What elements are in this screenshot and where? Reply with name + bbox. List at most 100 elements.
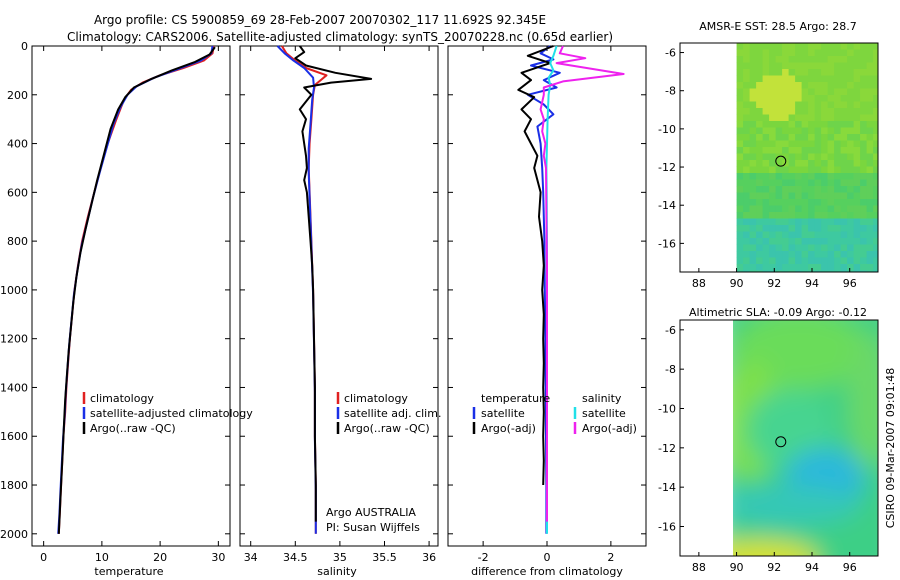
sst-cell bbox=[749, 179, 757, 187]
sst-cell bbox=[782, 270, 789, 272]
sst-cell bbox=[756, 244, 763, 252]
depth-tick-label: 1000 bbox=[0, 284, 28, 297]
sst-cell bbox=[860, 62, 867, 70]
sst-cell bbox=[743, 192, 750, 200]
sst-cell bbox=[814, 257, 822, 265]
sst-cell bbox=[788, 257, 796, 265]
difference-legend: temperature satellite Argo(-adj) salinit… bbox=[472, 392, 637, 435]
sst-cell bbox=[749, 218, 757, 226]
sst-cell bbox=[801, 270, 809, 272]
sst-cell bbox=[808, 251, 815, 258]
sst-cell bbox=[782, 192, 789, 200]
sst-cell bbox=[866, 251, 874, 258]
sst-cell bbox=[736, 257, 744, 265]
sst-cell bbox=[873, 264, 878, 271]
sst-cell bbox=[782, 244, 789, 252]
sst-map-ytick-label: -8 bbox=[665, 85, 676, 98]
sst-cell bbox=[840, 192, 848, 200]
sst-cell bbox=[762, 212, 770, 219]
sst-cell bbox=[840, 147, 848, 154]
sst-cell bbox=[814, 56, 822, 63]
sst-cell bbox=[814, 147, 822, 154]
sst-cell bbox=[788, 62, 796, 70]
sst-cell bbox=[769, 257, 776, 265]
difference-legend-salt-sat: satellite bbox=[582, 407, 626, 420]
sst-cell bbox=[834, 127, 841, 135]
sst-cell bbox=[788, 205, 796, 213]
sst-cell bbox=[769, 49, 776, 57]
sst-cell bbox=[775, 160, 783, 167]
sst-cell bbox=[827, 186, 835, 193]
sst-cell bbox=[775, 212, 783, 219]
sst-map-title: AMSR-E SST: 28.5 Argo: 28.7 bbox=[699, 20, 857, 33]
sst-cell bbox=[821, 257, 828, 265]
sst-cell bbox=[756, 69, 763, 76]
sst-cell bbox=[769, 192, 776, 200]
sst-cell bbox=[853, 101, 861, 109]
sst-cell bbox=[795, 140, 802, 148]
sst-map-xtick-label: 92 bbox=[767, 277, 781, 290]
sst-cell bbox=[749, 69, 757, 76]
sst-cell bbox=[866, 257, 874, 265]
sst-cell bbox=[736, 49, 744, 57]
sla-map-ytick-label: -10 bbox=[658, 403, 676, 416]
sst-cell bbox=[756, 153, 763, 161]
sst-cell bbox=[827, 140, 835, 148]
sst-cell bbox=[821, 69, 828, 76]
sst-cell bbox=[749, 153, 757, 161]
sst-cell bbox=[782, 212, 789, 219]
sst-cell bbox=[853, 140, 861, 148]
sst-cell bbox=[756, 82, 763, 89]
sst-cell bbox=[749, 173, 757, 180]
sst-cell bbox=[834, 199, 841, 206]
sst-cell bbox=[827, 264, 835, 271]
sst-cell bbox=[866, 121, 874, 128]
sla-field-south-low bbox=[733, 485, 860, 525]
sst-cell bbox=[834, 205, 841, 213]
sst-cell bbox=[756, 62, 763, 70]
sst-cell bbox=[847, 147, 854, 154]
temperature-series-satellite-adjusted-climatology bbox=[57, 45, 214, 534]
sst-cell bbox=[834, 101, 841, 109]
sst-cell bbox=[866, 186, 874, 193]
sst-cell bbox=[801, 166, 809, 174]
depth-tick-label: 2000 bbox=[0, 528, 28, 541]
sst-cell bbox=[795, 231, 802, 239]
sst-cell bbox=[873, 88, 878, 96]
sst-cell bbox=[873, 134, 878, 141]
sst-cell bbox=[808, 173, 815, 180]
sst-cell bbox=[808, 257, 815, 265]
salinity-lines bbox=[276, 45, 373, 534]
salinity-series-argo-raw-qc- bbox=[294, 45, 373, 522]
sst-cell bbox=[795, 166, 802, 174]
sst-cell bbox=[795, 49, 802, 57]
sst-cell bbox=[821, 95, 828, 102]
sst-cell bbox=[866, 153, 874, 161]
sst-cell bbox=[860, 147, 867, 154]
sst-cell bbox=[801, 147, 809, 154]
sst-cell bbox=[769, 62, 776, 70]
sst-cell bbox=[840, 108, 848, 115]
sst-cell bbox=[769, 231, 776, 239]
sst-cell bbox=[853, 153, 861, 161]
sst-cell bbox=[756, 251, 763, 258]
sst-cell bbox=[860, 43, 867, 50]
sst-cell bbox=[847, 257, 854, 265]
sst-cell bbox=[788, 251, 796, 258]
sst-cell bbox=[866, 69, 874, 76]
sst-cell bbox=[801, 251, 809, 258]
sst-cell bbox=[873, 238, 878, 245]
sst-cell bbox=[821, 179, 828, 187]
sst-cell bbox=[808, 121, 815, 128]
sst-cell bbox=[814, 173, 822, 180]
sst-cell bbox=[775, 134, 783, 141]
sst-cell bbox=[834, 88, 841, 96]
sst-cell bbox=[814, 108, 822, 115]
figure-title-line2: Climatology: CARS2006. Satellite-adjuste… bbox=[67, 30, 613, 44]
sst-cell bbox=[853, 88, 861, 96]
sst-cell bbox=[840, 257, 848, 265]
salinity-legend: climatology satellite adj. clim. Argo(..… bbox=[326, 392, 441, 534]
sst-cell bbox=[782, 134, 789, 141]
sst-cell bbox=[860, 56, 867, 63]
sst-cell bbox=[840, 199, 848, 206]
